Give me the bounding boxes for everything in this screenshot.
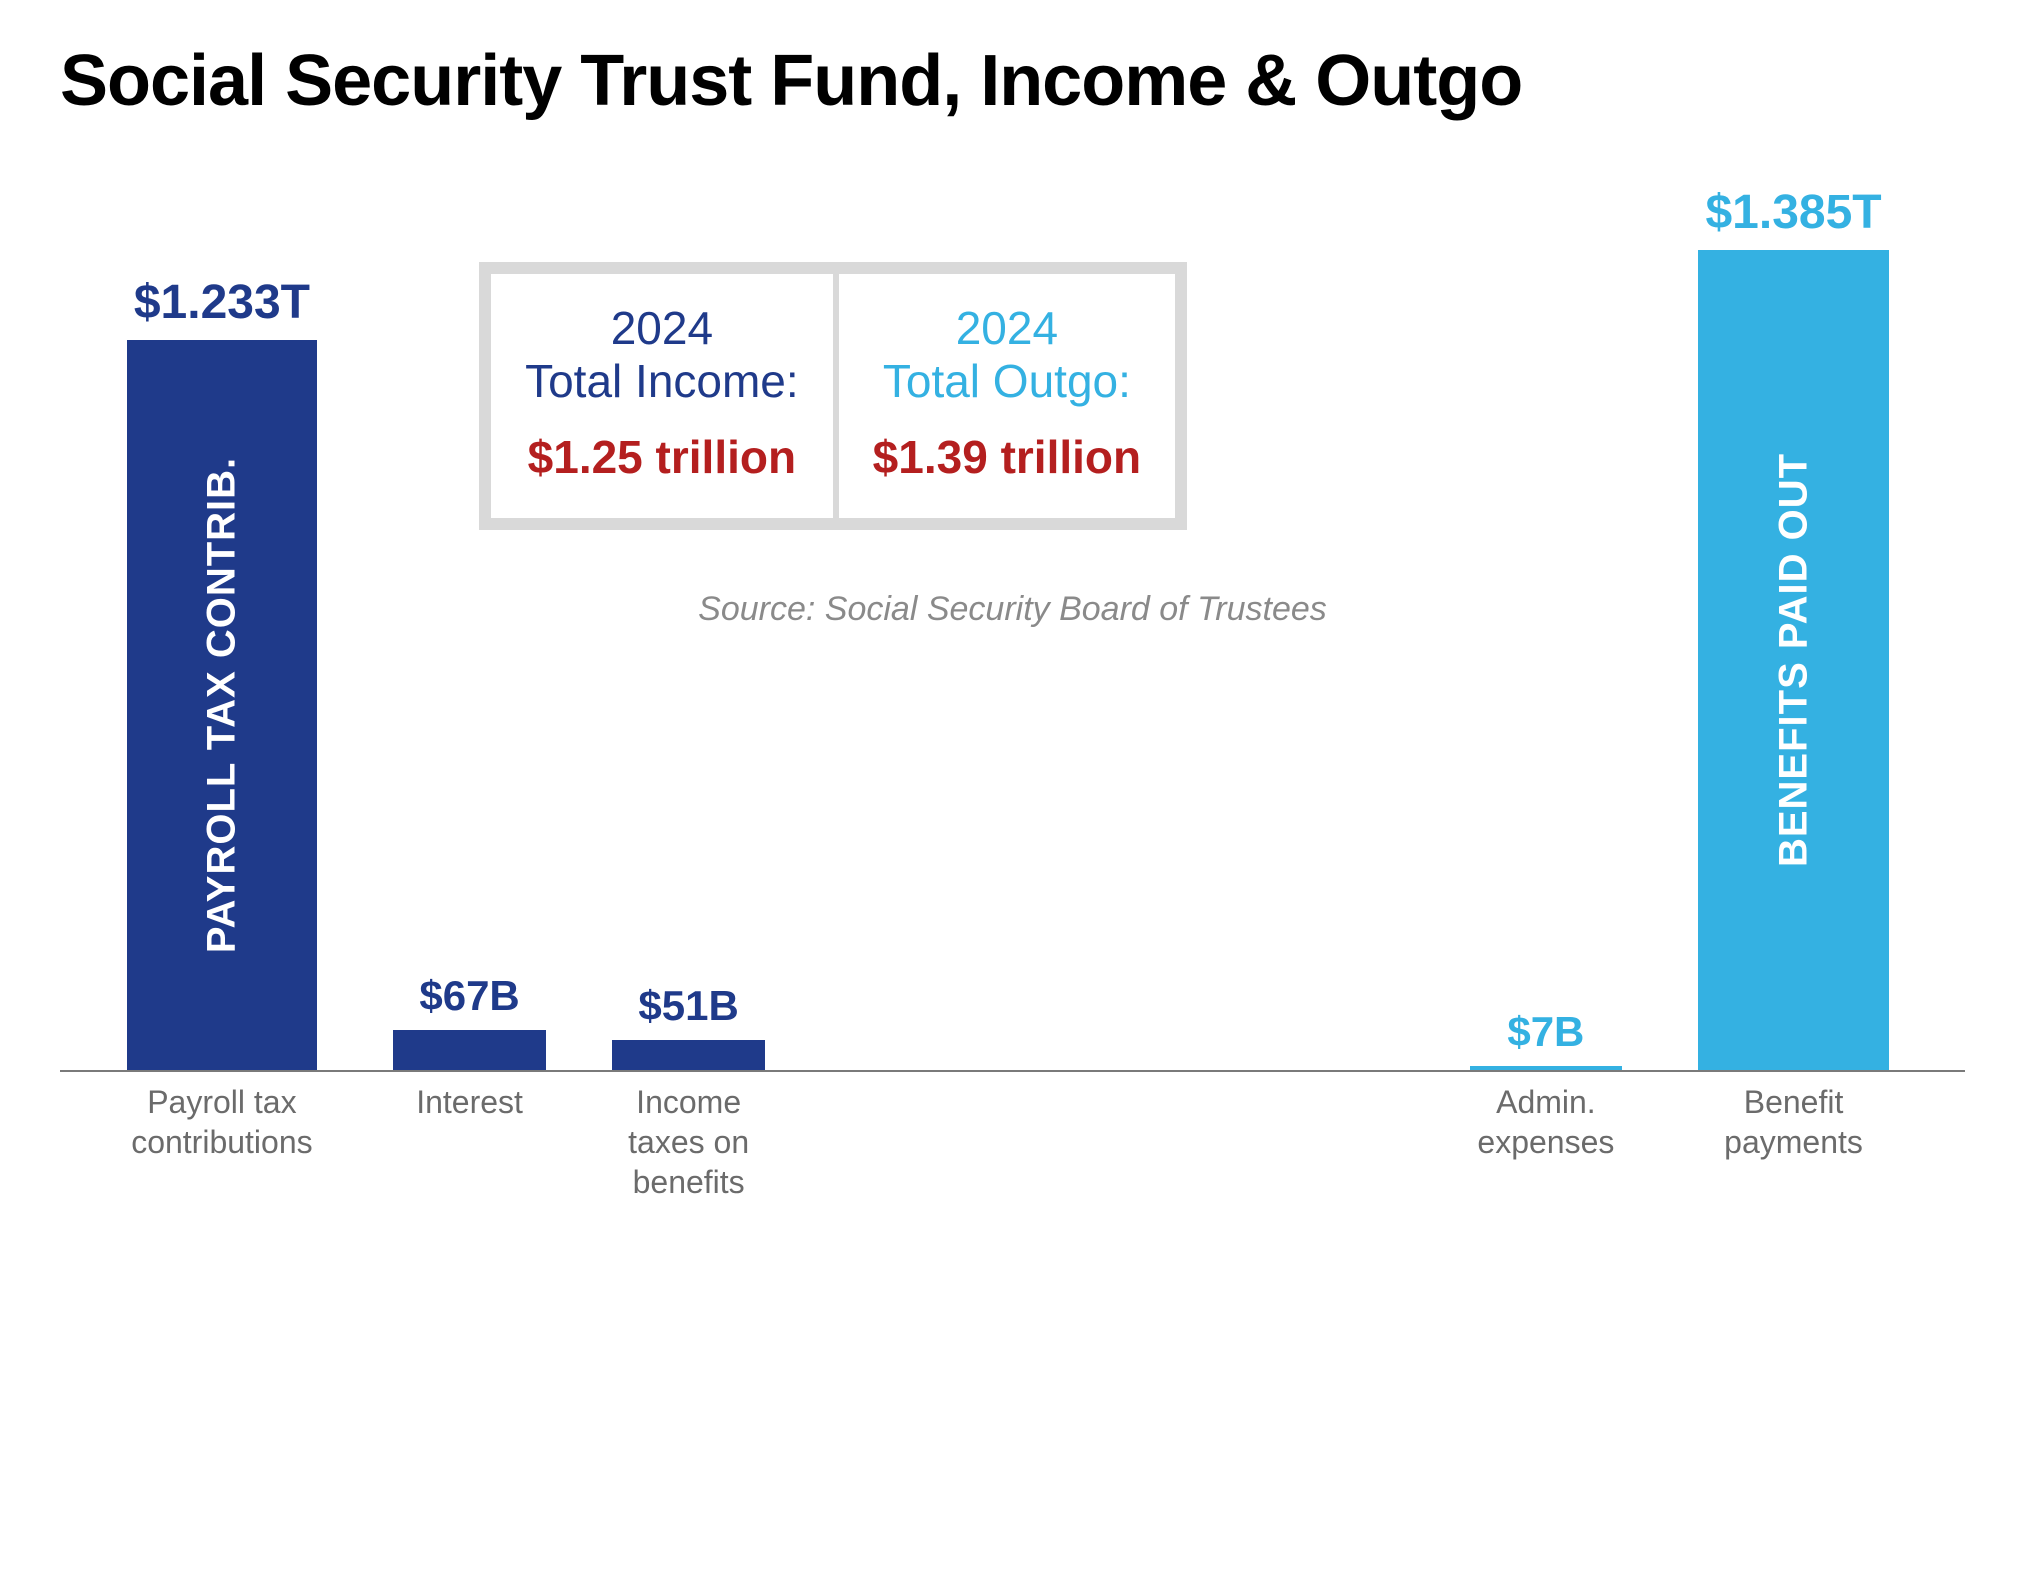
- source-text: Source: Social Security Board of Trustee…: [479, 590, 1546, 629]
- axis-label-payroll: Payroll taxcontributions: [89, 1082, 356, 1162]
- axis-label-interest: Interest: [355, 1082, 584, 1122]
- bar-benefits: $1.385T BENEFITS PAID OUT: [1698, 180, 1889, 1070]
- bar-body-interest: [393, 1030, 545, 1070]
- outgo-label: Total Outgo:: [873, 355, 1141, 408]
- chart-area: $1.233T PAYROLL TAX CONTRIB. $67B $51B $7B $1…: [60, 152, 1965, 1072]
- axis-label-admin: Admin.expenses: [1432, 1082, 1661, 1162]
- income-value: $1.25 trillion: [525, 430, 799, 484]
- bar-income-taxes: $51B: [612, 970, 764, 1070]
- bar-value-admin: $7B: [1470, 1008, 1622, 1056]
- bar-interest: $67B: [393, 960, 545, 1070]
- income-box: 2024 Total Income: $1.25 trillion: [491, 274, 833, 518]
- income-year: 2024: [525, 302, 799, 355]
- chart-title: Social Security Trust Fund, Income & Out…: [60, 40, 1965, 122]
- bar-body-admin: [1470, 1066, 1622, 1070]
- axis-label-benefits: Benefitpayments: [1660, 1082, 1927, 1162]
- bar-body-benefits: BENEFITS PAID OUT: [1698, 250, 1889, 1070]
- bar-value-payroll: $1.233T: [127, 275, 318, 330]
- bar-body-income-taxes: [612, 1040, 764, 1070]
- bar-inner-label-benefits: BENEFITS PAID OUT: [1771, 453, 1816, 867]
- outgo-box: 2024 Total Outgo: $1.39 trillion: [839, 274, 1175, 518]
- bar-admin: $7B: [1470, 996, 1622, 1070]
- axis-label-income-taxes: Incometaxes onbenefits: [574, 1082, 803, 1202]
- bar-payroll: $1.233T PAYROLL TAX CONTRIB.: [127, 270, 318, 1070]
- bar-value-interest: $67B: [393, 972, 545, 1020]
- chart-container: $1.233T PAYROLL TAX CONTRIB. $67B $51B $7B $1…: [60, 152, 1965, 1252]
- outgo-value: $1.39 trillion: [873, 430, 1141, 484]
- bar-inner-label-payroll: PAYROLL TAX CONTRIB.: [199, 457, 244, 953]
- outgo-year: 2024: [873, 302, 1141, 355]
- bar-value-benefits: $1.385T: [1698, 185, 1889, 240]
- income-label: Total Income:: [525, 355, 799, 408]
- bar-body-payroll: PAYROLL TAX CONTRIB.: [127, 340, 318, 1070]
- axis-labels: Payroll taxcontributionsInterestIncometa…: [60, 1072, 1965, 1212]
- summary-boxes: 2024 Total Income: $1.25 trillion 2024 T…: [479, 262, 1187, 530]
- bar-value-income-taxes: $51B: [612, 982, 764, 1030]
